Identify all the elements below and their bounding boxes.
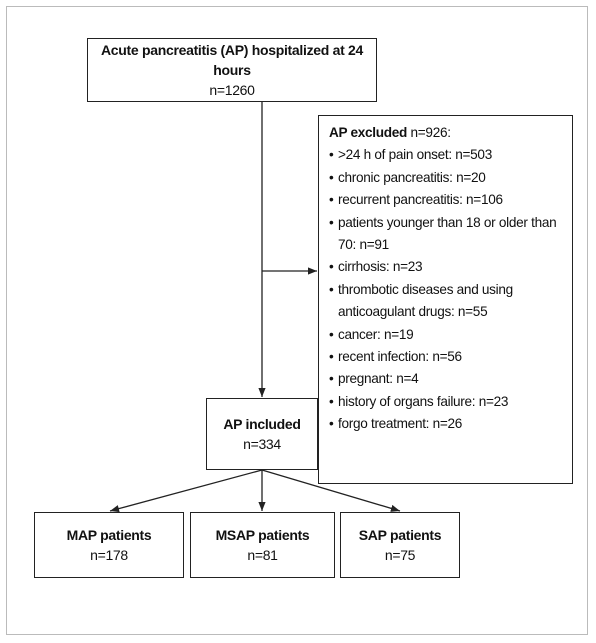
group-box: MAP patients n=178 <box>34 512 184 578</box>
group-title: SAP patients <box>358 527 442 543</box>
excluded-item: chronic pancreatitis: n=20 <box>329 167 564 190</box>
arrow-map <box>109 469 263 513</box>
top-box: Acute pancreatitis (AP) hospitalized at … <box>87 38 377 102</box>
included-box: AP included n=334 <box>206 398 318 470</box>
excluded-item: cancer: n=19 <box>329 324 564 347</box>
top-count: n=1260 <box>209 82 255 98</box>
excluded-item: cirrhosis: n=23 <box>329 256 564 279</box>
excluded-item: recurrent pancreatitis: n=106 <box>329 189 564 212</box>
excluded-box: AP excluded n=926: >24 h of pain onset: … <box>318 115 573 484</box>
excluded-item: thrombotic diseases and using anticoagul… <box>329 279 564 324</box>
excluded-item: history of organs failure: n=23 <box>329 391 564 414</box>
group-count: n=81 <box>247 547 278 563</box>
excluded-title: AP excluded <box>329 125 408 140</box>
top-title: Acute pancreatitis (AP) hospitalized at … <box>100 42 364 78</box>
group-count: n=75 <box>384 547 416 563</box>
excluded-item: patients younger than 18 or older than 7… <box>329 212 564 257</box>
excluded-item: recent infection: n=56 <box>329 346 564 369</box>
group-title: MSAP patients <box>215 527 310 543</box>
frame <box>6 6 588 635</box>
excluded-list: >24 h of pain onset: n=503chronic pancre… <box>329 144 564 436</box>
group-box: MSAP patients n=81 <box>190 512 335 578</box>
excluded-header: AP excluded n=926: <box>329 122 564 144</box>
included-title: AP included <box>223 416 301 432</box>
included-count: n=334 <box>243 436 281 452</box>
arrow-sap <box>261 469 401 512</box>
excluded-item: forgo treatment: n=26 <box>329 413 564 436</box>
group-box: SAP patients n=75 <box>340 512 460 578</box>
group-title: MAP patients <box>66 527 152 543</box>
excluded-item: pregnant: n=4 <box>329 368 564 391</box>
group-count: n=178 <box>90 547 128 563</box>
excluded-item: >24 h of pain onset: n=503 <box>329 144 564 167</box>
excluded-count: n=926: <box>410 125 451 140</box>
